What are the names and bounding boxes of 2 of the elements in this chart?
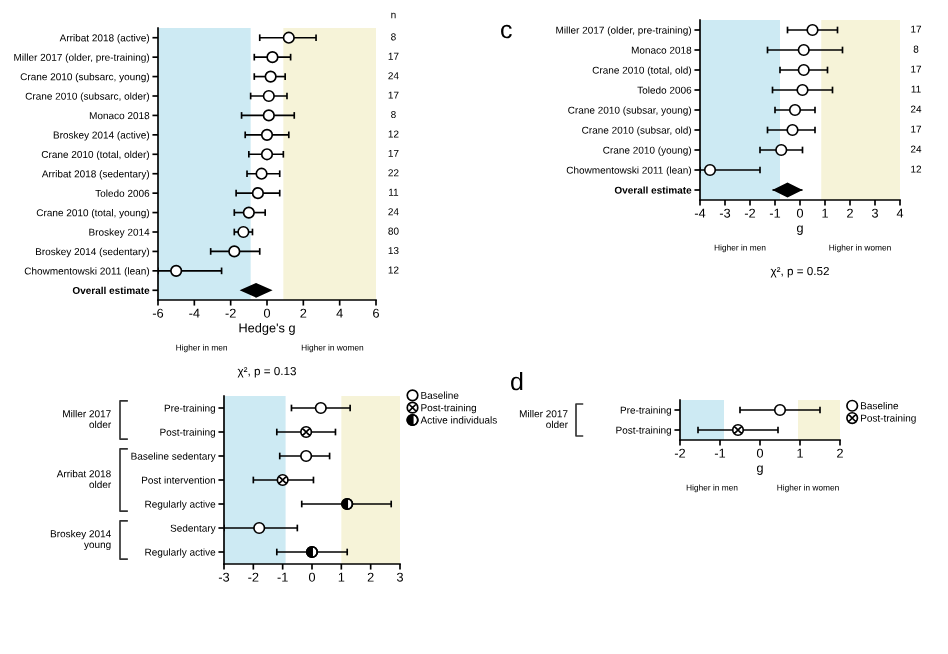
chart-title: c [501,24,512,39]
chart-title: d [511,372,523,391]
